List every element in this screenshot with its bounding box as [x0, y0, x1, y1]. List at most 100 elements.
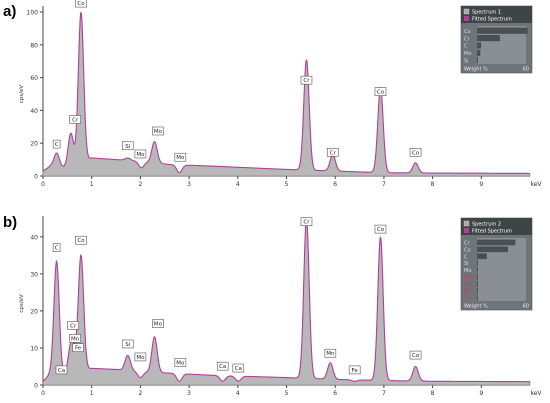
x-tick-label: 2 [138, 181, 142, 188]
peak-label-text: Si [125, 144, 130, 150]
peak-label-text: Mn [326, 351, 335, 357]
peak-label-box [152, 126, 164, 136]
legend-element-bar [477, 294, 478, 301]
peak-label-box [72, 343, 84, 352]
peak-label-text: Ca [219, 364, 226, 370]
legend-element-label: Co [464, 29, 471, 35]
peak-label-text: Mo [154, 322, 163, 328]
peak-label: Ca [55, 365, 68, 375]
legend-element-bar [477, 287, 478, 294]
legend-axis-label: Weight % [464, 67, 488, 73]
legend-element-label: Ca [464, 282, 471, 288]
peak-label-box [174, 152, 187, 162]
legend-series-label: Fitted Spectrum [472, 17, 512, 23]
y-tick-label: 80 [30, 42, 38, 49]
peak-label-text: Fe [75, 346, 82, 352]
peak-label-text: Co [377, 227, 385, 233]
legend-element-label: Si [464, 59, 469, 65]
spectrum-chart-b: 0 10 20 30 40 0 1 2 3 4 5 6 7 8 9 cps/eV keV C Ca Cr Mn Fe Co S… [19, 216, 542, 397]
x-tick-label: 4 [236, 390, 240, 397]
legend-series-label: Spectrum 2 [472, 222, 501, 228]
x-tick-label: 4 [236, 181, 240, 188]
legend-element-label: Mn [464, 275, 471, 281]
peak-label-box [75, 0, 87, 8]
peak-label-text: Cr [303, 78, 310, 84]
peak-label-text: Mn [71, 336, 80, 342]
legend-element-bar [477, 57, 478, 64]
legend-element-label: C [464, 254, 468, 260]
peak-label-box [216, 361, 229, 371]
peak-label-text: C [55, 142, 59, 148]
peak-label-box [134, 149, 147, 159]
legend-element-bar [477, 280, 478, 287]
legend-axis-label: Weight % [464, 304, 488, 310]
peak-label: Mn [69, 334, 81, 343]
peak-label-box [174, 358, 187, 367]
peak-label: Cr [300, 75, 313, 85]
x-tick-label: 6 [333, 390, 337, 397]
legend-element-label: Mo [464, 51, 471, 57]
peak-label: Fe [72, 343, 84, 352]
peak-label-text: Fe [352, 368, 359, 374]
peak-label: Cr [69, 115, 81, 124]
y-tick-label: 100 [27, 10, 39, 17]
peak-label: Ca [216, 361, 229, 371]
peak-label-box [152, 319, 164, 328]
x-tick-label: 3 [187, 390, 191, 397]
peak-label-text: Mo [154, 129, 163, 135]
peak-label-box [69, 334, 81, 343]
legend-element-label: Fe [464, 289, 470, 295]
y-tick-label: 40 [30, 234, 38, 241]
peak-label-text: Ca [58, 368, 65, 374]
x-axis-label: keV [530, 390, 542, 397]
peak-label-text: Mo [176, 155, 185, 161]
x-tick-label: 5 [285, 181, 289, 188]
peak-label-box [348, 365, 361, 375]
legend-element-bar [477, 239, 516, 246]
peak-label-text: Co [412, 150, 420, 156]
x-tick-label: 1 [90, 181, 94, 188]
peak-label-box [67, 321, 79, 330]
peak-label: Mo [174, 152, 187, 162]
x-tick-label: 3 [187, 181, 191, 188]
legend-axis-max: 60 [523, 67, 529, 73]
peak-label-box [409, 148, 422, 157]
peak-label-box [69, 115, 81, 124]
x-tick-label: 6 [333, 181, 337, 188]
spectrum-area [42, 218, 531, 386]
peak-label-text: Co [412, 353, 420, 359]
peak-label-box [134, 352, 147, 362]
peak-label-box [55, 365, 68, 375]
legend-element-bar [477, 274, 478, 280]
peak-label: Cr [326, 148, 339, 157]
legend-element-label: Cr [464, 36, 470, 42]
peak-label-box [326, 148, 339, 157]
peak-label-box [75, 235, 87, 245]
peak-label: Mo [152, 126, 164, 136]
peak-label-text: Co [377, 90, 385, 96]
legend-element-bar [477, 35, 500, 42]
legend-element-label: Si [464, 261, 469, 267]
peak-label: Co [75, 235, 87, 245]
peak-label: C [52, 243, 61, 252]
x-axis-label: keV [530, 181, 542, 188]
legend-element-bar [477, 42, 482, 49]
peak-label-box [374, 224, 387, 234]
peak-label: C [52, 139, 61, 149]
peak-label: Fe [348, 365, 361, 375]
legend-element-label: Co [464, 247, 471, 253]
peak-label-box [121, 141, 134, 151]
peak-label-text: Si [125, 342, 130, 348]
peak-label-box [300, 75, 313, 85]
peak-label: Si [121, 339, 134, 349]
legend-series-label: Spectrum 1 [472, 10, 501, 16]
legend-swatch-spectrum [463, 220, 470, 227]
y-tick-label: 20 [30, 308, 38, 315]
spectrum-area [42, 12, 531, 177]
peak-label: Co [374, 224, 387, 234]
peak-label-text: Mo [176, 360, 185, 366]
peak-label-text: Ca [235, 366, 242, 372]
peak-label: Co [409, 350, 422, 360]
